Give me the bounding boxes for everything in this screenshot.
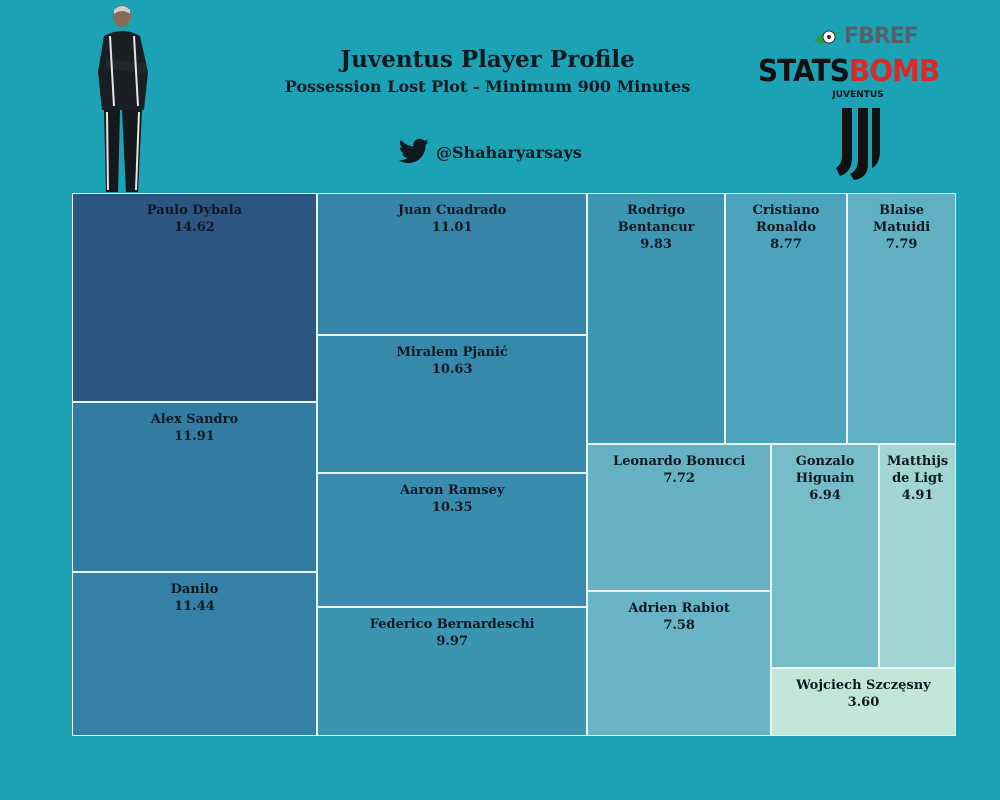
cell-value: 7.79 bbox=[885, 237, 918, 252]
treemap-cell: Gonzalo Higuain 6.94 bbox=[770, 443, 880, 668]
cell-value: 11.91 bbox=[174, 429, 215, 445]
cell-label: Leonardo Bonucci bbox=[612, 453, 746, 469]
statsbomb-logo: STATSBOMB bbox=[758, 54, 940, 89]
cell-value: 7.58 bbox=[663, 618, 695, 634]
cell-label: Federico Bernardeschi bbox=[369, 616, 535, 632]
fbref-ball-icon bbox=[814, 30, 840, 45]
cell-value: 11.01 bbox=[431, 220, 473, 235]
treemap-cell: Wojciech Szczęsny 3.60 bbox=[770, 667, 956, 736]
fbref-logo: FBREF bbox=[812, 24, 919, 49]
twitter-handle[interactable]: @Shaharyarsays bbox=[398, 138, 582, 166]
treemap-cell: Alex Sandro 11.91 bbox=[72, 402, 317, 573]
cell-value: 7.72 bbox=[663, 470, 695, 486]
treemap-cell: Cristiano Ronaldo 8.77 bbox=[724, 193, 848, 444]
cell-label: Wojciech Szczęsny bbox=[796, 677, 931, 693]
cell-label: Gonzalo Higuain bbox=[795, 453, 855, 486]
treemap-cell: Matthijs de Ligt 4.91 bbox=[879, 443, 956, 668]
twitter-handle-text: @Shaharyarsays bbox=[436, 142, 582, 162]
cell-label: Blaise Matuidi bbox=[872, 203, 931, 235]
cell-label: Rodrigo Bentancur bbox=[617, 203, 695, 235]
cell-label: Cristiano Ronaldo bbox=[752, 203, 820, 235]
cell-label: Aaron Ramsey bbox=[399, 483, 505, 499]
cell-value: 8.77 bbox=[770, 237, 802, 252]
juventus-crest-icon bbox=[836, 108, 880, 180]
cell-value: 14.62 bbox=[174, 220, 215, 235]
cell-label: Juan Cuadrado bbox=[398, 203, 507, 218]
treemap-cell: Danilo 11.44 bbox=[72, 572, 317, 736]
treemap-cell: Federico Bernardeschi 9.97 bbox=[316, 606, 588, 736]
treemap-cell: Blaise Matuidi 7.79 bbox=[847, 193, 956, 444]
cell-value: 11.44 bbox=[174, 599, 215, 615]
treemap-cell: Paulo Dybala 14.62 bbox=[72, 193, 317, 403]
chart-subtitle: Possession Lost Plot - Minimum 900 Minut… bbox=[284, 77, 691, 96]
cell-value: 10.35 bbox=[431, 500, 473, 516]
cell-label: Adrien Rabiot bbox=[628, 601, 730, 617]
treemap-cell: Leonardo Bonucci 7.72 bbox=[587, 443, 771, 592]
cell-value: 10.63 bbox=[431, 362, 473, 378]
juventus-logo: JUVENTUS bbox=[828, 90, 888, 182]
cell-label: Matthijs de Ligt bbox=[887, 453, 949, 486]
treemap-cell: Aaron Ramsey 10.35 bbox=[316, 473, 588, 607]
cell-value: 9.97 bbox=[436, 633, 469, 649]
treemap-chart: Paulo Dybala 14.62 Alex Sandro 11.91 Danilo 1… bbox=[72, 193, 956, 736]
cell-label: Alex Sandro bbox=[150, 412, 239, 428]
chart-title: Juventus Player Profile bbox=[340, 46, 635, 73]
treemap-cell: Miralem Pjanić 10.63 bbox=[316, 335, 588, 474]
cell-label: Danilo bbox=[170, 582, 219, 598]
cell-label: Paulo Dybala bbox=[146, 203, 242, 218]
treemap-cell: Juan Cuadrado 11.01 bbox=[316, 193, 588, 336]
treemap-cell: Adrien Rabiot 7.58 bbox=[587, 591, 771, 736]
twitter-bird-icon bbox=[398, 138, 429, 164]
cell-value: 4.91 bbox=[901, 487, 934, 503]
cell-label: Miralem Pjanić bbox=[396, 345, 508, 361]
coach-photo bbox=[98, 5, 148, 192]
cell-value: 6.94 bbox=[809, 487, 841, 503]
treemap-cell: Rodrigo Bentancur 9.83 bbox=[587, 193, 725, 444]
cell-value: 3.60 bbox=[847, 694, 880, 710]
cell-value: 9.83 bbox=[640, 237, 672, 252]
